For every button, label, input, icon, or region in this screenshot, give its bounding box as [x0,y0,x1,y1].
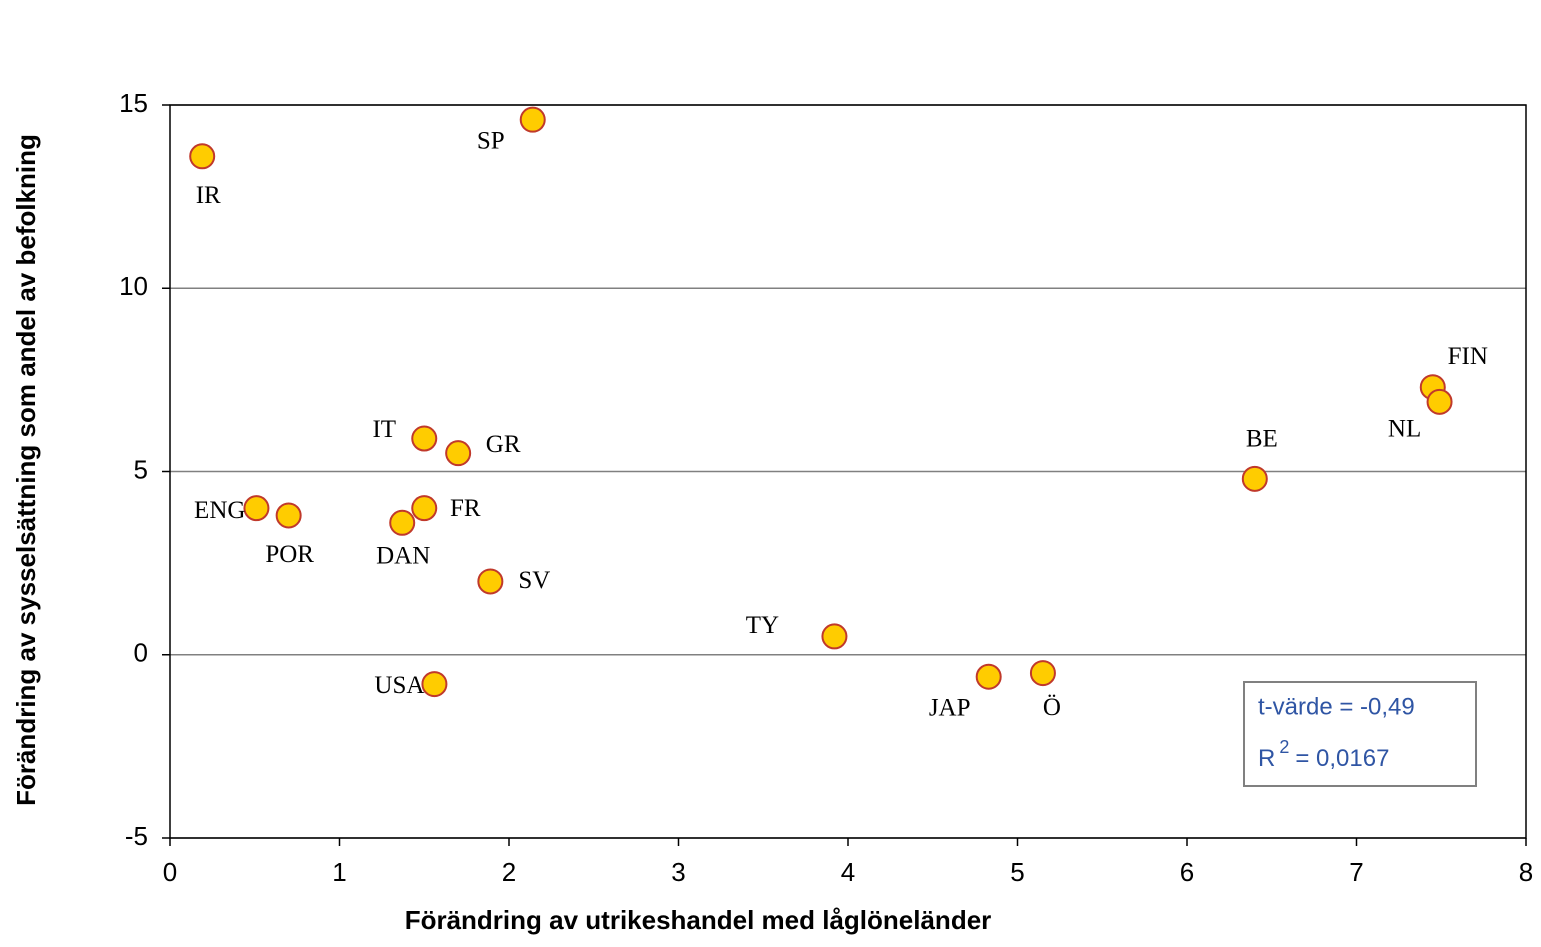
y-tick-label: 5 [134,454,148,484]
x-tick-label: 7 [1349,857,1363,887]
y-tick-label: 0 [134,638,148,668]
x-axis-title: Förändring av utrikeshandel med låglönel… [405,905,992,935]
point [519,106,546,133]
point-label: IR [196,182,221,209]
point [1029,660,1056,687]
x-tick-label: 4 [841,857,855,887]
y-axis-title: Förändring av sysselsättning som andel a… [11,134,41,806]
point [275,502,302,529]
plot-border [169,104,1527,839]
point [445,440,472,467]
x-tick-label: 2 [502,857,516,887]
point [821,623,848,650]
x-tick-label: 1 [332,857,346,887]
r2-rest: = 0,0167 [1295,745,1389,772]
point [389,509,416,536]
point [1241,465,1268,492]
point [189,143,216,170]
x-tick-label: 8 [1519,857,1533,887]
point-label: FR [450,495,481,522]
point-label: JAP [929,694,971,721]
point-label: BE [1246,426,1278,453]
annotation-box [1243,681,1477,787]
y-tick-label: 15 [119,88,148,118]
point-label: USA [374,672,424,699]
point [975,663,1002,690]
r2-base: R [1258,745,1275,772]
point-label: SV [518,567,550,594]
point [411,425,438,452]
x-tick-label: 5 [1010,857,1024,887]
point [243,495,270,522]
point-label: IT [372,416,396,443]
x-tick-label: 0 [163,857,177,887]
point-label: SP [477,127,505,154]
point-label: FIN [1448,343,1488,370]
point-label: GR [486,431,521,458]
r2-sup: 2 [1279,737,1289,757]
y-tick-label: -5 [125,821,148,851]
point [477,568,504,595]
point-label: NL [1388,416,1421,443]
points: IR SP IT GR ENG POR FR DAN SV TY USA JAP Ö BE FIN NL [189,106,1488,721]
x-tick-label: 6 [1180,857,1194,887]
x-tick-label: 3 [671,857,685,887]
point [411,495,438,522]
point-label: POR [265,541,314,568]
point [421,671,448,698]
t-value: t-värde = -0,49 [1258,693,1415,720]
point-label: Ö [1043,694,1061,721]
point-label: ENG [194,497,245,524]
point [1426,388,1453,415]
r2: R 2 = 0,0167 [1258,737,1389,773]
y-tick-label: 10 [119,271,148,301]
point-label: TY [746,612,779,639]
point-label: DAN [376,543,430,570]
